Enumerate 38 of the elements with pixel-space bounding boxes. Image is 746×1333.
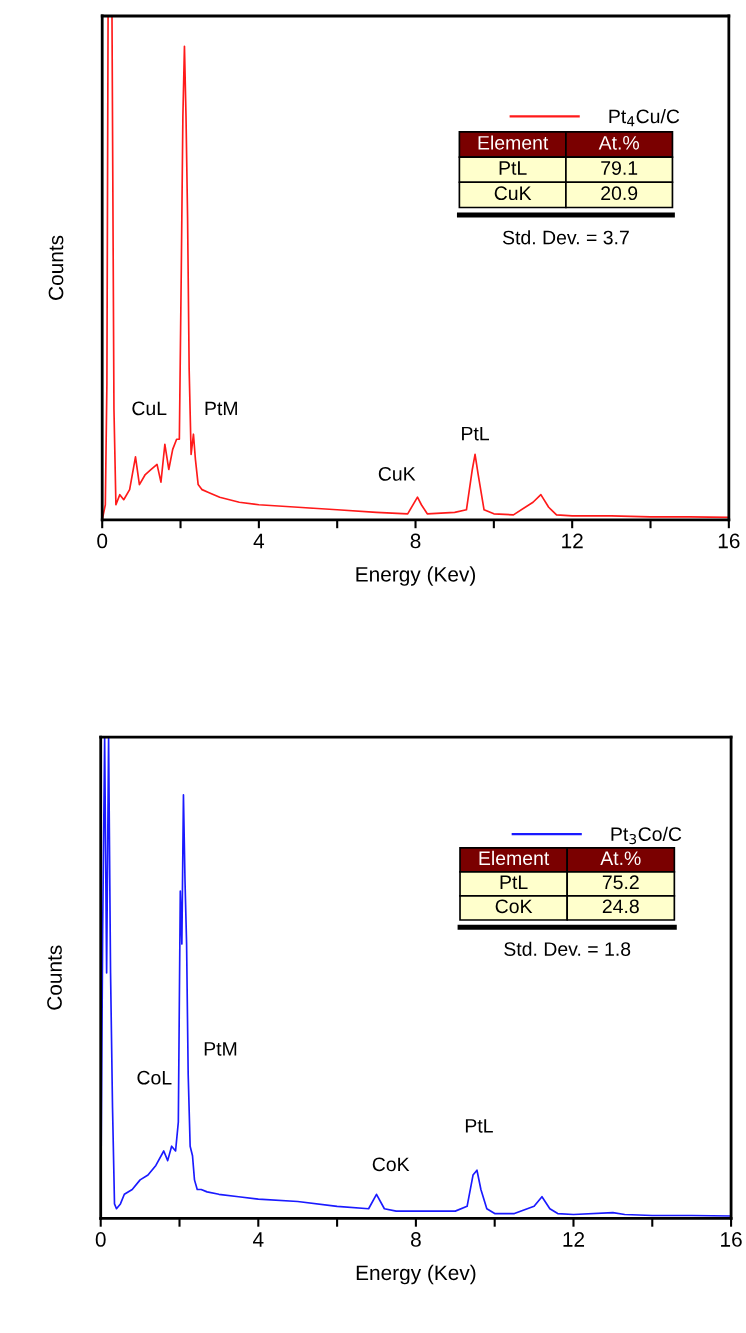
x-tick-label: 8 xyxy=(410,533,421,549)
annotation: Element xyxy=(478,135,549,150)
annotation: CoL xyxy=(137,1070,172,1085)
x-tick-label: 4 xyxy=(252,1232,264,1247)
annotation: PtM xyxy=(204,1042,237,1056)
y-axis-title: Counts xyxy=(47,945,62,1010)
x-tick-label: 16 xyxy=(721,1232,742,1247)
x-tick-label: 0 xyxy=(95,1232,106,1247)
annotation: PtL xyxy=(465,1119,493,1133)
x-axis-title: Energy (Kev) xyxy=(356,1264,476,1285)
y-axis-title: Counts xyxy=(48,235,64,300)
annotation: 75.2 xyxy=(602,875,639,890)
x-axis-title: Energy (Kev) xyxy=(356,566,476,586)
annotation: PtL xyxy=(499,161,527,175)
legend-label: Pt$_{3}$Co/C xyxy=(611,826,682,845)
annotation: Std. Dev. = 3.7 xyxy=(502,230,629,245)
annotation: CuK xyxy=(378,466,416,481)
annotation: Element xyxy=(479,850,550,866)
annotation: PtL xyxy=(462,426,489,441)
annotation: CuL xyxy=(132,401,167,416)
x-tick-label: 4 xyxy=(253,533,265,549)
x-tick-label: 8 xyxy=(411,1232,421,1247)
annotation: At.% xyxy=(598,136,640,150)
annotation: 20.9 xyxy=(601,186,638,201)
annotation: 24.8 xyxy=(602,899,639,914)
annotation: Std. Dev. = 1.8 xyxy=(504,941,631,956)
annotation: CoK xyxy=(372,1157,410,1172)
legend-label: Pt$_{4}$Cu/C xyxy=(609,108,680,127)
x-tick-label: 16 xyxy=(718,533,740,549)
x-tick-label: 12 xyxy=(563,1232,585,1247)
annotation: PtL xyxy=(500,875,528,890)
x-tick-label: 0 xyxy=(97,533,108,549)
annotation: 79.1 xyxy=(601,161,638,175)
annotation: CoK xyxy=(495,899,533,914)
annotation: PtM xyxy=(205,401,237,416)
annotation: At.% xyxy=(600,851,641,866)
annotation: CuK xyxy=(494,186,532,201)
x-tick-label: 12 xyxy=(562,533,583,549)
